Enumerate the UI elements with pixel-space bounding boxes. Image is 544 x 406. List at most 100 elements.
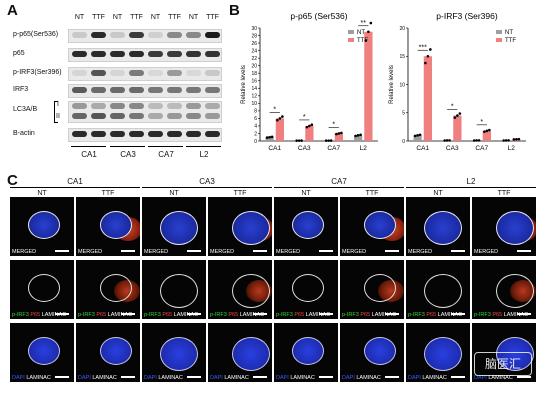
chart-point-nt <box>300 139 303 142</box>
micrograph-group-label: CA3 <box>199 177 215 186</box>
micrograph-channel-label: MERGED <box>12 249 36 255</box>
chart-point-ttf <box>369 21 373 25</box>
micrograph-scale-bar <box>121 376 135 378</box>
micrograph-cell: p-IRF3 P65 LAMINAC <box>208 260 272 319</box>
blot-label-pirf3: p-IRF3(Ser396) <box>13 69 62 76</box>
micrograph-scale-bar <box>121 250 135 252</box>
micrograph-cell: p-IRF3 P65 LAMINAC <box>472 260 536 319</box>
micrograph-channel-label: p-IRF3 P65 LAMINAC <box>276 312 330 318</box>
chart-y-tick-label: 5 <box>402 111 405 117</box>
chart-x-tick-label: L2 <box>508 145 516 152</box>
micrograph-channel-word: MERGED <box>144 249 169 255</box>
micrograph-condition-label: TTF <box>233 190 247 197</box>
blot-band <box>186 113 201 119</box>
micrograph-cell: p-IRF3 P65 LAMINAC <box>10 260 74 319</box>
chart-point-ttf <box>488 128 491 132</box>
chart-y-tick-label: 2 <box>254 131 257 137</box>
micrograph-channel-word: MERGED <box>408 249 433 255</box>
chart-point-nt <box>295 139 298 142</box>
micrograph-group-underline <box>10 187 140 188</box>
blot-band <box>186 51 201 57</box>
chart-legend-swatch-nt <box>348 30 354 34</box>
micrograph-nucleus <box>100 211 132 239</box>
chart-y-tick-label: 28 <box>251 33 257 39</box>
micrograph-channel-label: DAPI LAMINAC <box>408 375 447 381</box>
micrograph-channel-word: DAPI <box>474 375 487 381</box>
micrograph-channel-label: DAPI LAMINAC <box>78 375 117 381</box>
panel-a-letter: A <box>7 2 18 19</box>
micrograph-scale-bar <box>517 313 531 315</box>
micrograph-condition-label: TTF <box>365 190 379 197</box>
blot-band <box>72 51 87 57</box>
micrograph-cell: MERGED <box>10 197 74 256</box>
micrograph-scale-bar <box>451 250 465 252</box>
blot-lane-header: NT <box>112 14 123 21</box>
chart-x-tick-label: CA3 <box>446 145 459 152</box>
micrograph-channel-word: LAMINAC <box>420 375 447 381</box>
micrograph-channel-label: DAPI LAMINAC <box>144 375 183 381</box>
micrograph-channel-word: LAMINAC <box>172 312 199 318</box>
chart-legend-label-ttf: TTF <box>505 38 516 44</box>
blot-band <box>91 103 106 109</box>
chart-point-ttf <box>337 132 341 135</box>
micrograph-nucleus <box>160 274 198 308</box>
micrograph-scale-bar <box>385 313 399 315</box>
chart-title: p-p65 (Ser536) <box>290 11 347 21</box>
micrograph-cell: DAPI LAMINAC <box>406 323 470 382</box>
micrograph-channel-word: P65 <box>490 312 503 318</box>
chart-point-nt <box>324 139 328 142</box>
micrograph-channel-word: P65 <box>424 312 437 318</box>
blot-band <box>91 87 106 93</box>
micrograph-channel-word: p-IRF3 <box>276 312 293 318</box>
micrograph-scale-bar <box>187 376 201 378</box>
blot-strip-p65 <box>68 48 222 62</box>
chart-point-nt <box>448 139 451 142</box>
blot-band <box>129 113 144 119</box>
blot-label-bactin: B-actin <box>13 130 35 137</box>
chart-sig-label: ** <box>361 20 367 27</box>
micrograph-nucleus <box>424 337 462 371</box>
micrograph-nucleus <box>28 337 60 365</box>
micrograph-channel-word: LAMINAC <box>502 312 529 318</box>
chart-bar-ttf <box>482 130 492 141</box>
micrograph-channel-word: p-IRF3 <box>408 312 425 318</box>
chart-point-nt <box>327 139 330 142</box>
micrograph-scale-bar <box>451 313 465 315</box>
micrograph-cell: DAPI LAMINAC <box>10 323 74 382</box>
micrograph-nucleus <box>100 274 132 302</box>
micrograph-scale-bar <box>55 313 69 315</box>
blot-band <box>167 131 182 137</box>
micrograph-cell: MERGED <box>472 197 536 256</box>
micrograph-nucleus <box>160 337 198 371</box>
micrograph-cell: p-IRF3 P65 LAMINAC <box>76 260 140 319</box>
micrograph-channel-word: p-IRF3 <box>474 312 491 318</box>
micrograph-scale-bar <box>319 376 333 378</box>
micrograph-nucleus <box>292 211 324 239</box>
blot-band <box>167 70 182 76</box>
micrograph-nucleus <box>496 337 534 371</box>
micrograph-channel-label: p-IRF3 P65 LAMINAC <box>408 312 462 318</box>
blot-group-underline <box>71 146 106 147</box>
micrograph-cell: MERGED <box>340 197 404 256</box>
blot-group-ca7: CA7 <box>158 150 174 159</box>
chart-y-tick-label: 16 <box>251 79 257 85</box>
blot-band <box>72 70 87 76</box>
micrograph-channel-label: MERGED <box>276 249 300 255</box>
micrograph-channel-word: p-IRF3 <box>144 312 161 318</box>
micrograph-channel-label: p-IRF3 P65 LAMINAC <box>474 312 528 318</box>
chart-x-tick-label: CA7 <box>475 145 488 152</box>
micrograph-channel-word: p-IRF3 <box>210 312 227 318</box>
blot-band <box>186 32 201 38</box>
blot-group-underline <box>148 146 183 147</box>
micrograph-nucleus <box>496 274 534 308</box>
chart-point-nt <box>475 139 478 142</box>
chart-point-nt <box>416 134 419 137</box>
micrograph-channel-word: MERGED <box>342 249 367 255</box>
chart-point-ttf <box>483 130 486 133</box>
chart-point-ttf <box>340 131 343 135</box>
chart-point-ttf <box>515 138 518 141</box>
micrograph-condition-label: NT <box>37 190 47 197</box>
blot-band <box>148 32 163 38</box>
chart-y-tick-label: 10 <box>399 82 405 88</box>
blot-band <box>167 87 182 93</box>
